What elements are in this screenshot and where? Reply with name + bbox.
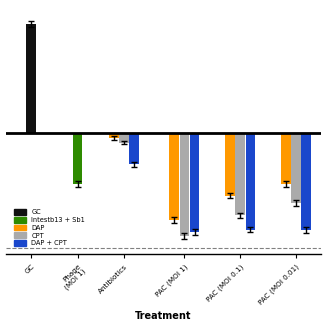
Bar <box>281 133 290 184</box>
Bar <box>129 133 139 164</box>
Bar <box>225 133 235 196</box>
Bar <box>109 133 119 138</box>
Bar <box>119 133 129 143</box>
Bar <box>26 24 36 133</box>
Bar <box>169 133 179 220</box>
Bar <box>291 133 301 203</box>
Bar <box>73 133 82 184</box>
Bar <box>180 133 189 236</box>
Bar <box>301 133 311 230</box>
Bar <box>235 133 245 215</box>
Legend: GC, Intestb13 + Sb1, DAP, CPT, DAP + CPT: GC, Intestb13 + Sb1, DAP, CPT, DAP + CPT <box>12 207 87 248</box>
X-axis label: Treatment: Treatment <box>135 311 192 321</box>
Bar <box>190 133 199 232</box>
Bar <box>246 133 255 230</box>
